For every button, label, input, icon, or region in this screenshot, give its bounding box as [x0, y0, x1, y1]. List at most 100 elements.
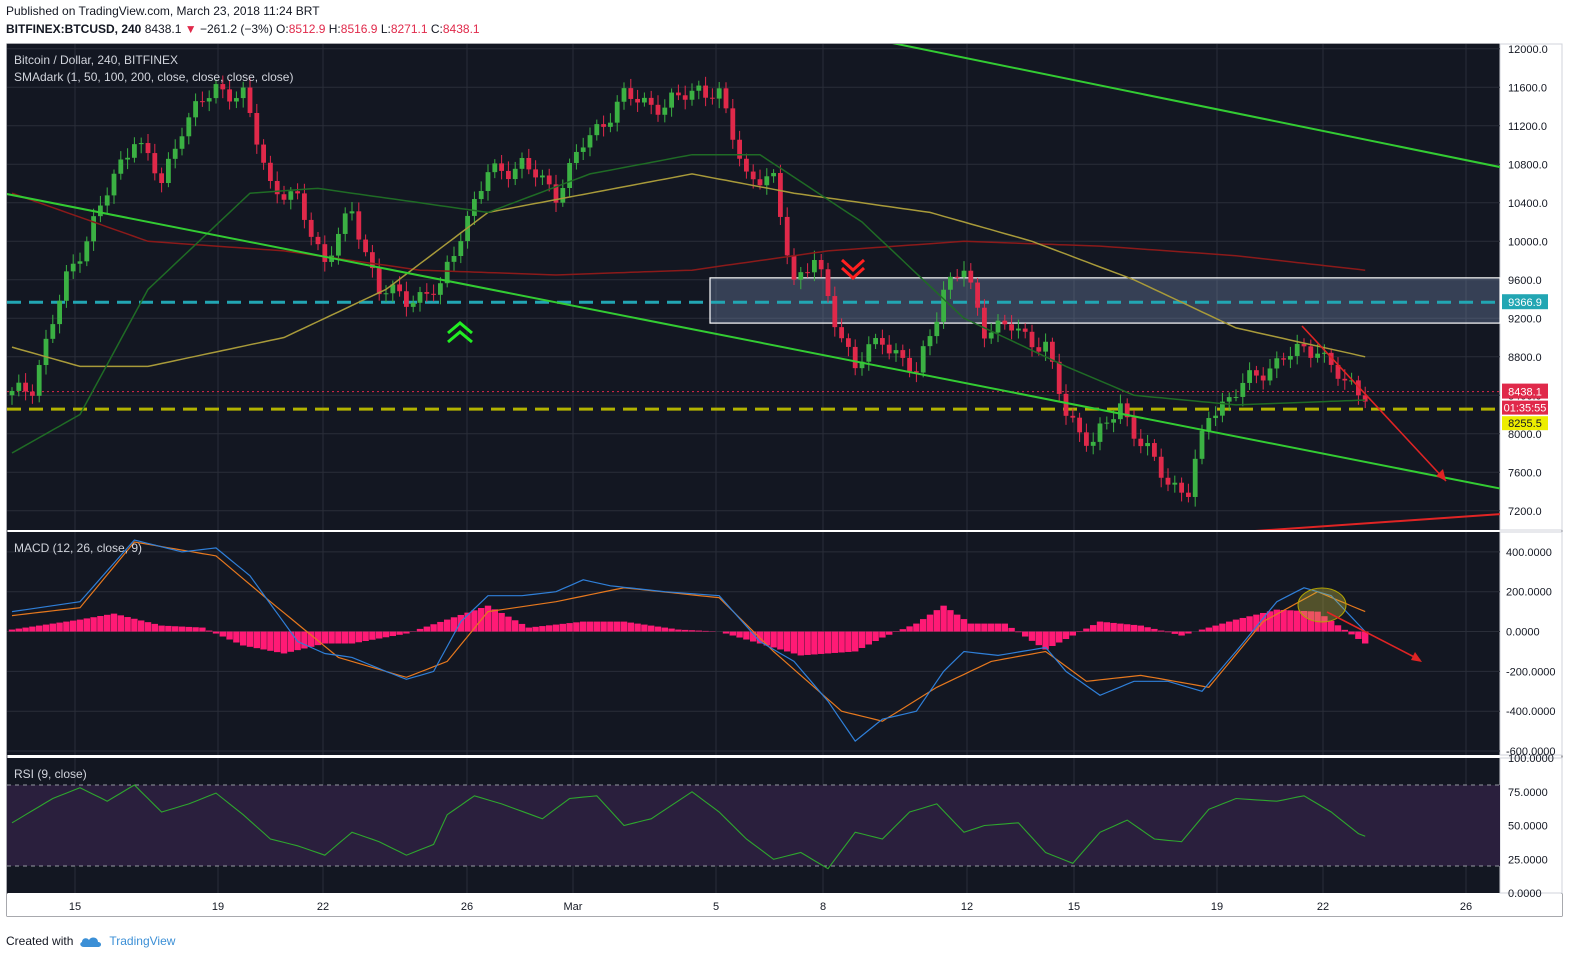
projection-arrow	[1301, 325, 1447, 482]
macd-histogram-bar	[389, 631, 396, 637]
candle-body	[1104, 422, 1110, 424]
candle-body	[628, 88, 634, 99]
candle-body	[213, 84, 219, 99]
macd-y-tick-label: -400.0000	[1506, 706, 1556, 718]
macd-histogram-bar	[144, 622, 152, 632]
candle-body	[424, 292, 430, 294]
macd-y-tick-label: 0.0000	[1506, 627, 1540, 639]
candle-body	[1294, 343, 1300, 356]
candle-body	[900, 350, 906, 358]
candle-body	[594, 124, 600, 136]
sma-indicator-label: SMAdark (1, 50, 100, 200, close, close, …	[14, 70, 293, 84]
candle-body	[485, 172, 491, 192]
macd-histogram-bar	[1307, 611, 1314, 632]
high-label: H:	[328, 22, 341, 36]
macd-histogram-bar	[464, 612, 471, 632]
candle-body	[873, 338, 878, 345]
symbol-label: BITFINEX:BTCUSD, 240	[6, 22, 142, 36]
macd-histogram-bar	[525, 627, 532, 632]
candle-body	[302, 193, 307, 220]
candle-body	[1199, 430, 1205, 459]
candle-body	[1145, 443, 1150, 447]
tradingview-link[interactable]: TradingView	[109, 934, 176, 948]
macd-histogram-bar	[1069, 631, 1076, 636]
candle-body	[274, 180, 280, 195]
candle-body	[954, 276, 960, 278]
y-tick-label: 10800.0	[1508, 159, 1548, 171]
candle-body	[567, 163, 572, 189]
last-price-label: 8438.1	[1508, 387, 1542, 399]
macd-histogram-bar	[1022, 631, 1029, 637]
candle-body	[1111, 419, 1116, 423]
macd-pane-title: MACD (12, 26, close, 9)	[14, 541, 142, 555]
macd-histogram-bar	[614, 621, 621, 632]
y-tick-label: 7200.0	[1508, 506, 1542, 518]
macd-histogram-bar	[396, 631, 403, 635]
macd-histogram-bar	[321, 631, 328, 644]
macd-histogram-bar	[954, 614, 961, 632]
candle-body	[1281, 358, 1286, 360]
candle-body	[1172, 482, 1178, 485]
x-tick-label: 26	[461, 901, 473, 913]
candle-body	[288, 191, 294, 200]
candle-body	[1029, 331, 1035, 348]
macd-histogram-bar	[750, 631, 757, 642]
candle-body	[614, 101, 620, 123]
price-pane-axis	[1499, 43, 1563, 531]
macd-histogram-bar	[1171, 631, 1178, 634]
macd-histogram-bar	[559, 623, 566, 632]
candle-body	[1165, 477, 1171, 485]
candle-body	[16, 382, 22, 391]
macd-histogram-bar	[1110, 622, 1117, 632]
candle-body	[64, 271, 69, 301]
macd-histogram-bar	[702, 630, 709, 632]
candle-body	[771, 173, 776, 177]
candle-body	[1186, 492, 1191, 497]
macd-histogram-bar	[974, 623, 981, 632]
candle-body	[1213, 415, 1218, 419]
candle-body	[526, 157, 532, 170]
y-tick-label: 8800.0	[1508, 352, 1542, 364]
macd-histogram-bar	[15, 628, 22, 632]
candle-body	[1022, 328, 1028, 332]
macd-histogram-bar	[97, 616, 104, 632]
macd-histogram-bar	[403, 631, 410, 634]
candle-body	[1260, 375, 1266, 381]
candle-body	[9, 390, 15, 396]
macd-histogram-bar	[1219, 623, 1226, 632]
candle-body	[268, 162, 273, 181]
macd-histogram-bar	[348, 631, 356, 644]
candle-body	[451, 256, 457, 262]
candle-body	[506, 170, 511, 180]
macd-histogram-bar	[1083, 628, 1090, 632]
macd-histogram-bar	[124, 617, 131, 632]
macd-histogram-bar	[178, 626, 186, 632]
candle-body	[975, 282, 980, 308]
macd-histogram-bar	[56, 622, 63, 632]
macd-histogram-bar	[151, 623, 158, 632]
macd-histogram-bar	[845, 631, 852, 652]
low-value: 8271.1	[390, 22, 428, 36]
candle-body	[247, 87, 253, 113]
candle-body	[1247, 370, 1252, 383]
trendline-green	[7, 193, 1500, 490]
macd-histogram-bar	[518, 623, 526, 632]
candle-body	[601, 124, 606, 127]
macd-histogram-bar	[580, 621, 587, 632]
candle-body	[50, 324, 56, 339]
macd-histogram-bar	[539, 626, 546, 632]
candle-body	[1233, 396, 1239, 398]
macd-histogram-bar	[593, 621, 600, 632]
macd-histogram-bar	[688, 630, 696, 632]
candle-body	[166, 158, 171, 184]
macd-histogram-bar	[566, 623, 573, 632]
y-tick-label: 8000.0	[1508, 429, 1542, 441]
macd-histogram-bar	[586, 621, 594, 632]
candle-body	[880, 338, 885, 345]
macd-histogram-bar	[1300, 610, 1308, 632]
candle-body	[941, 289, 946, 322]
candle-body	[716, 88, 722, 99]
macd-histogram-bar	[1090, 625, 1097, 632]
candle-body	[519, 157, 525, 169]
